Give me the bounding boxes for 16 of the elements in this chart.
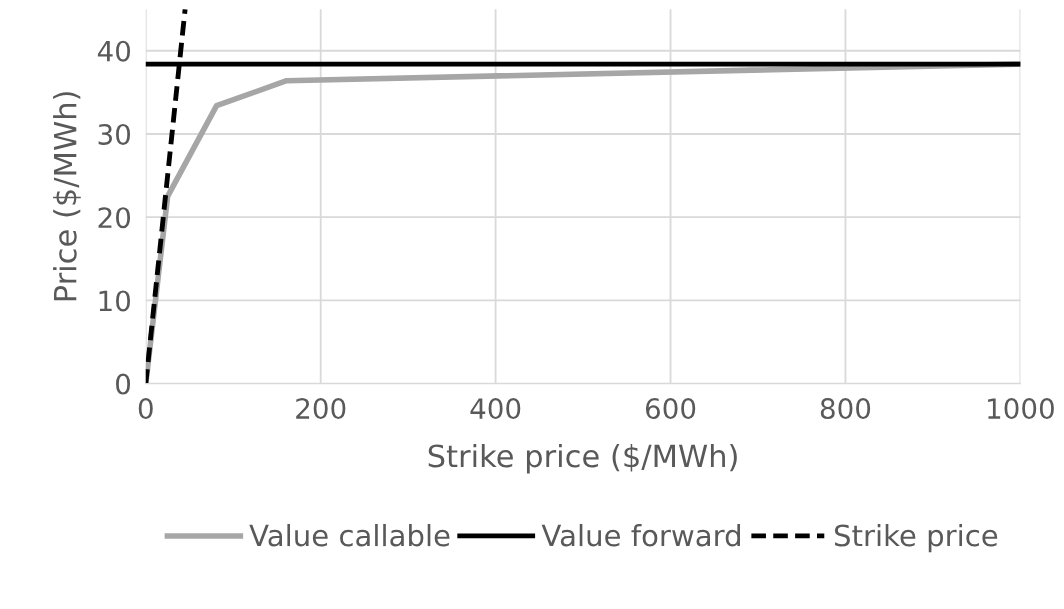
- y-tick-label: 30: [98, 123, 131, 145]
- y-tick-label: 20: [98, 207, 131, 229]
- legend-label: Strike price: [834, 523, 998, 553]
- legend-label: Value forward: [541, 523, 740, 547]
- x-tick-label: 800: [820, 398, 871, 420]
- x-tick-label: 1000: [988, 398, 1054, 420]
- y-axis-title: Price ($/MWh): [53, 92, 81, 301]
- y-tick-label: 10: [99, 290, 131, 312]
- x-tick-label: 200: [296, 398, 346, 420]
- x-tick-label: 0: [138, 398, 153, 420]
- legend-label: Value callable: [249, 523, 450, 547]
- y-tick-label: 0: [116, 373, 131, 395]
- x-tick-label: 600: [645, 398, 696, 420]
- x-axis-title: Strike price ($/MWh): [428, 443, 737, 474]
- y-tick-label: 40: [97, 40, 131, 62]
- x-tick-label: 400: [470, 398, 521, 420]
